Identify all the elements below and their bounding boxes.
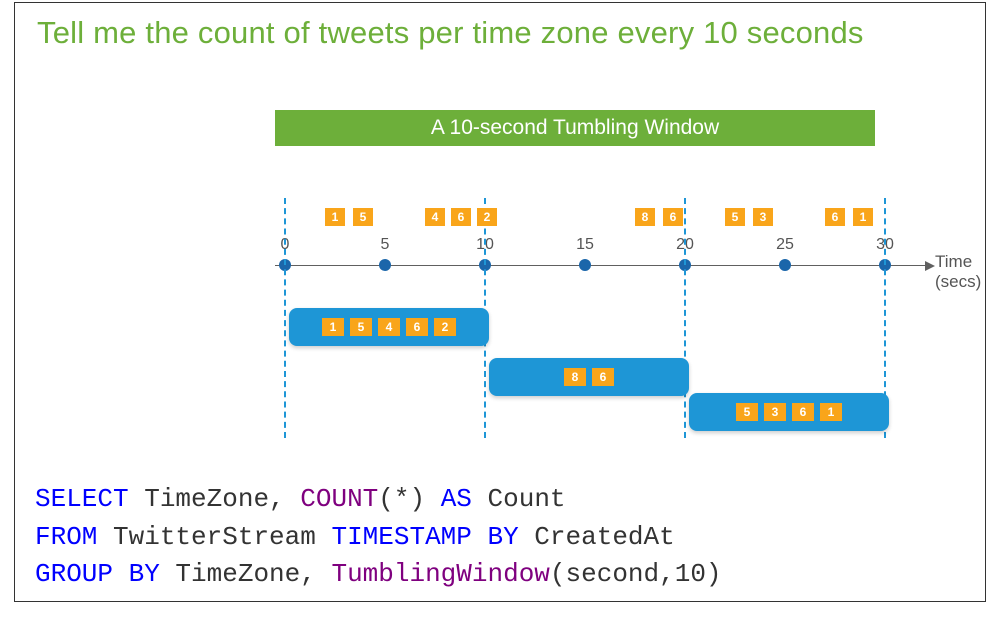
sql-query: SELECT TimeZone, COUNT(*) AS Count FROM … <box>35 481 722 594</box>
window-chip: 5 <box>736 403 758 421</box>
window-chip: 8 <box>564 368 586 386</box>
slide-container: Tell me the count of tweets per time zon… <box>14 2 986 602</box>
kw-groupby: GROUP BY <box>35 559 160 589</box>
fn-tumblingwindow: TumblingWindow <box>331 559 549 589</box>
window-banner: A 10-second Tumbling Window <box>275 110 875 146</box>
sql-line-2: FROM TwitterStream TIMESTAMP BY CreatedA… <box>35 519 722 557</box>
kw-timestampby: TIMESTAMP BY <box>331 522 518 552</box>
axis-label-line2: (secs) <box>935 272 981 292</box>
event-chip: 2 <box>477 208 497 226</box>
timeline-tick <box>379 259 391 271</box>
kw-from: FROM <box>35 522 97 552</box>
axis-label-line1: Time <box>935 252 981 272</box>
kw-as: AS <box>441 484 472 514</box>
timeline-tick <box>779 259 791 271</box>
axis-label: Time (secs) <box>935 252 981 293</box>
event-chip: 8 <box>635 208 655 226</box>
event-chip: 5 <box>725 208 745 226</box>
window-chip: 1 <box>820 403 842 421</box>
event-chip: 1 <box>853 208 873 226</box>
sql-line-3: GROUP BY TimeZone, TumblingWindow(second… <box>35 556 722 594</box>
timeline-tick <box>579 259 591 271</box>
window-chip: 6 <box>592 368 614 386</box>
tumbling-window: 5361 <box>689 393 889 431</box>
kw-select: SELECT <box>35 484 129 514</box>
window-boundary-line <box>284 198 286 438</box>
timeline-diagram: 051015202530 15462865361 15462865361 Tim… <box>275 198 975 448</box>
tumbling-window: 86 <box>489 358 689 396</box>
timeline-tick-label: 5 <box>381 236 390 254</box>
timeline-tick-label: 15 <box>576 236 594 254</box>
fn-count: COUNT <box>300 484 378 514</box>
sql-line-1: SELECT TimeZone, COUNT(*) AS Count <box>35 481 722 519</box>
window-chip: 1 <box>322 318 344 336</box>
window-chip: 2 <box>434 318 456 336</box>
window-chip: 5 <box>350 318 372 336</box>
event-chip: 6 <box>451 208 471 226</box>
event-chip: 5 <box>353 208 373 226</box>
event-chip: 6 <box>825 208 845 226</box>
event-chip: 3 <box>753 208 773 226</box>
slide-title: Tell me the count of tweets per time zon… <box>37 15 864 51</box>
window-chip: 4 <box>378 318 400 336</box>
tumbling-window: 15462 <box>289 308 489 346</box>
window-chip: 6 <box>792 403 814 421</box>
timeline-axis <box>275 265 925 266</box>
window-boundary-line <box>684 198 686 438</box>
event-chip: 1 <box>325 208 345 226</box>
event-chip: 4 <box>425 208 445 226</box>
event-chip: 6 <box>663 208 683 226</box>
window-chip: 3 <box>764 403 786 421</box>
timeline-tick-label: 25 <box>776 236 794 254</box>
window-chip: 6 <box>406 318 428 336</box>
